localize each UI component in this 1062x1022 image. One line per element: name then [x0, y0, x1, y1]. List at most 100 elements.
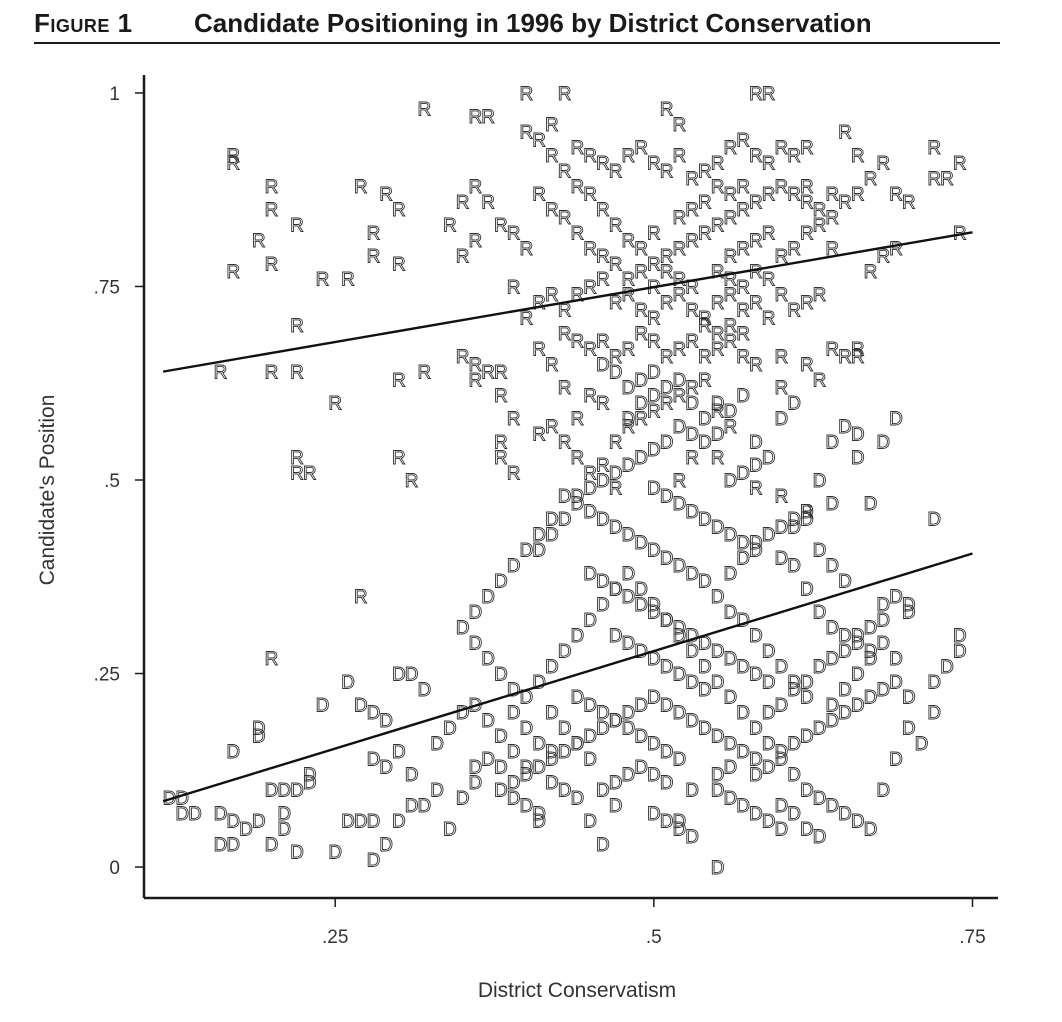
point-d: D — [698, 409, 712, 430]
point-d: D — [621, 564, 635, 585]
point-d: D — [596, 471, 610, 492]
point-d: D — [571, 688, 585, 709]
point-d: D — [660, 610, 674, 631]
point-r: R — [558, 208, 572, 229]
point-d: D — [456, 703, 470, 724]
fit-line-d — [162, 552, 973, 803]
point-d: D — [520, 719, 534, 740]
point-d: D — [825, 618, 839, 639]
point-d: D — [672, 812, 686, 833]
point-r: R — [851, 185, 865, 206]
point-r: R — [685, 231, 699, 252]
point-d: D — [634, 533, 648, 554]
point-r: R — [685, 332, 699, 353]
point-d: D — [596, 595, 610, 616]
point-d: D — [736, 610, 750, 631]
point-d: D — [634, 370, 648, 391]
point-r: R — [481, 107, 495, 128]
point-r: R — [571, 138, 585, 159]
point-r: R — [774, 347, 788, 368]
x-tick-label: .25 — [322, 927, 348, 948]
point-r: R — [762, 308, 776, 329]
point-d: D — [685, 564, 699, 585]
point-d: D — [685, 626, 699, 647]
point-d: D — [813, 657, 827, 678]
point-r: R — [520, 239, 534, 260]
point-d: D — [545, 510, 559, 531]
point-r: R — [736, 347, 750, 368]
point-r: R — [634, 324, 648, 345]
point-d: D — [621, 719, 635, 740]
point-r: R — [889, 239, 903, 260]
point-d: D — [532, 525, 546, 546]
point-d: D — [379, 835, 393, 856]
point-d: D — [864, 618, 878, 639]
point-d: D — [571, 626, 585, 647]
point-d: D — [774, 517, 788, 538]
point-d: D — [469, 757, 483, 778]
point-d: D — [672, 370, 686, 391]
point-d: D — [838, 572, 852, 593]
point-d: D — [481, 750, 495, 771]
point-d: D — [558, 510, 572, 531]
point-d: D — [545, 657, 559, 678]
point-d: D — [456, 788, 470, 809]
point-d: D — [660, 657, 674, 678]
point-d: D — [481, 587, 495, 608]
point-d: D — [545, 525, 559, 546]
point-d: D — [558, 641, 572, 662]
point-r: R — [341, 270, 355, 291]
point-d: D — [787, 680, 801, 701]
point-r: R — [418, 99, 432, 120]
point-d: D — [660, 378, 674, 399]
point-d: D — [545, 773, 559, 794]
point-r: R — [736, 324, 750, 345]
point-r: R — [762, 154, 776, 175]
point-d: D — [825, 494, 839, 515]
point-d: D — [864, 494, 878, 515]
point-r: R — [265, 200, 279, 221]
point-r: R — [787, 301, 801, 322]
point-d: D — [507, 680, 521, 701]
point-r: R — [558, 324, 572, 345]
point-r: R — [481, 192, 495, 213]
point-d: D — [456, 618, 470, 639]
point-d: D — [672, 750, 686, 771]
point-d: D — [838, 641, 852, 662]
point-d: D — [520, 757, 534, 778]
point-r: R — [813, 285, 827, 306]
point-d: D — [226, 742, 240, 763]
point-d: D — [634, 757, 648, 778]
point-d: D — [825, 649, 839, 670]
point-r: R — [596, 200, 610, 221]
point-r: R — [800, 502, 814, 523]
point-r: R — [711, 216, 725, 237]
point-r: R — [392, 200, 406, 221]
point-d: D — [660, 610, 674, 631]
point-d: D — [583, 750, 597, 771]
point-d: D — [596, 572, 610, 593]
point-r: R — [634, 301, 648, 322]
point-r: R — [558, 432, 572, 453]
point-d: D — [252, 812, 266, 833]
point-d: D — [698, 657, 712, 678]
point-r: R — [494, 216, 508, 237]
point-d: D — [825, 556, 839, 577]
point-d: D — [672, 494, 686, 515]
point-r: R — [609, 161, 623, 182]
point-r: R — [672, 208, 686, 229]
point-d: D — [711, 425, 725, 446]
point-d: D — [851, 425, 865, 446]
point-d: D — [723, 757, 737, 778]
point-d: D — [698, 719, 712, 740]
point-d: D — [723, 401, 737, 422]
point-d: D — [558, 719, 572, 740]
point-d: D — [188, 804, 202, 825]
point-r: R — [545, 146, 559, 167]
point-d: D — [532, 734, 546, 755]
point-d: D — [647, 804, 661, 825]
point-d: D — [864, 641, 878, 662]
point-r: R — [469, 231, 483, 252]
point-d: D — [723, 564, 737, 585]
